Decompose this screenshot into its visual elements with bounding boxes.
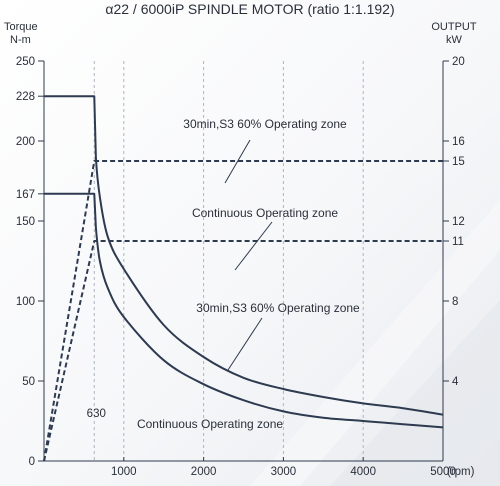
x-tick-label: 4000 <box>350 466 376 478</box>
zone-label: Continuous Operating zone <box>137 417 283 431</box>
left-axis-unit: N-m <box>10 34 31 46</box>
right-tick-label: 8 <box>452 296 458 308</box>
left-tick-label: 0 <box>29 456 35 468</box>
background-stripe <box>250 200 500 486</box>
left-tick-label: 100 <box>16 296 35 308</box>
zone-leader-line <box>227 317 263 371</box>
x-tick-label: 1000 <box>111 466 137 478</box>
annotations: 30min,S3 60% Operating zone Continuous Op… <box>137 117 360 431</box>
zone-label: 30min,S3 60% Operating zone <box>183 117 347 131</box>
torque-curve <box>44 192 444 429</box>
right-tick-label: 20 <box>452 56 465 68</box>
axes: 0 50 100 150 167 200 228 250 4 8 11 12 15 16 20 1000 200… <box>16 56 475 478</box>
zone-leader-line <box>234 221 273 271</box>
left-tick-label: 250 <box>16 56 35 68</box>
background-stripe <box>330 300 500 486</box>
x-axis-unit: (rpm) <box>447 466 475 478</box>
x-tick-label: 5000 <box>430 466 456 478</box>
right-tick-label: 16 <box>452 136 465 148</box>
left-tick-label: 228 <box>16 91 35 103</box>
zone-label: Continuous Operating zone <box>192 206 338 220</box>
left-tick-label: 200 <box>16 136 35 148</box>
x-tick-label: 2000 <box>191 466 217 478</box>
series <box>43 95 444 462</box>
right-tick-label: 15 <box>452 156 465 168</box>
left-tick-label: 50 <box>22 376 35 388</box>
base-speed-label: 630 <box>87 408 106 420</box>
right-axis-label: OUTPUT <box>431 21 477 33</box>
zone-leader-line <box>224 139 251 184</box>
right-axis-unit: kW <box>446 34 463 46</box>
right-tick-label: 12 <box>452 216 465 228</box>
right-tick-label: 11 <box>452 236 464 248</box>
left-axis-label: Torque <box>4 21 38 33</box>
output-curve <box>43 160 443 462</box>
x-tick-label: 3000 <box>271 466 297 478</box>
torque-curve <box>44 95 444 416</box>
left-tick-label: 150 <box>16 216 35 228</box>
output-curve <box>43 240 443 462</box>
left-tick-label: 167 <box>16 189 35 201</box>
zone-label: 30min,S3 60% Operating zone <box>196 301 360 315</box>
chart-title: α22 / 6000iP SPINDLE MOTOR (ratio 1:1.19… <box>105 1 394 17</box>
right-tick-label: 4 <box>452 376 459 388</box>
